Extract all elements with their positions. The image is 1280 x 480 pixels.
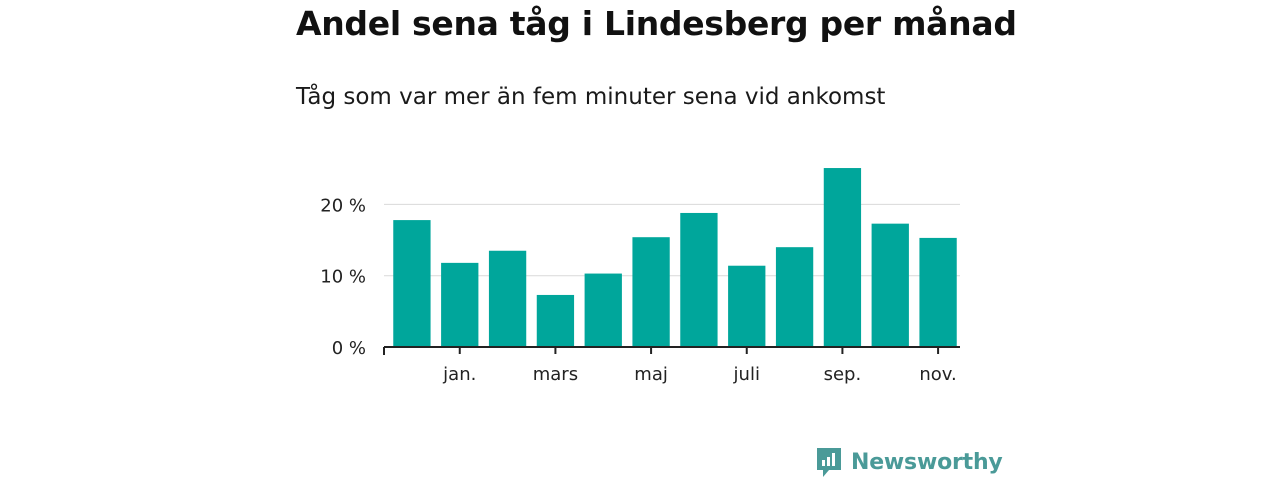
- x-tick-label: nov.: [919, 364, 956, 385]
- bar-aug: [775, 247, 814, 347]
- axes: 0 % 10 % 20 % jan. mars maj juli sep. nov.: [320, 195, 960, 385]
- y-tick-label: 20 %: [320, 195, 366, 216]
- newsworthy-logo-icon: [817, 448, 841, 477]
- y-tick-label: 10 %: [320, 267, 366, 288]
- chart-subtitle: Tåg som var mer än fem minuter sena vid …: [296, 84, 886, 110]
- gridlines: [384, 203, 960, 277]
- bar-juli: [728, 265, 766, 347]
- bars: [393, 168, 957, 347]
- bar-feb: [488, 250, 527, 347]
- bar-mars: [536, 294, 575, 347]
- x-tick-label: juli: [733, 364, 760, 385]
- newsworthy-brand: Newsworthy: [815, 446, 1003, 478]
- bar-nov: [919, 237, 957, 347]
- x-tick-label: maj: [634, 364, 668, 385]
- bar-apr: [584, 273, 622, 347]
- bar-sep: [823, 168, 862, 347]
- x-tick-label: sep.: [824, 364, 862, 385]
- brand-name: Newsworthy: [851, 449, 1003, 475]
- bar-juni: [680, 212, 718, 347]
- bar-maj: [632, 237, 670, 347]
- chart-title: Andel sena tåg i Lindesberg per månad: [296, 4, 1017, 43]
- x-tick-label: jan.: [442, 364, 476, 385]
- bar-jan: [441, 262, 479, 347]
- bar-dec: [393, 220, 431, 347]
- bar-okt: [871, 223, 909, 347]
- x-tick-label: mars: [533, 364, 578, 385]
- y-tick-label: 0 %: [332, 338, 366, 359]
